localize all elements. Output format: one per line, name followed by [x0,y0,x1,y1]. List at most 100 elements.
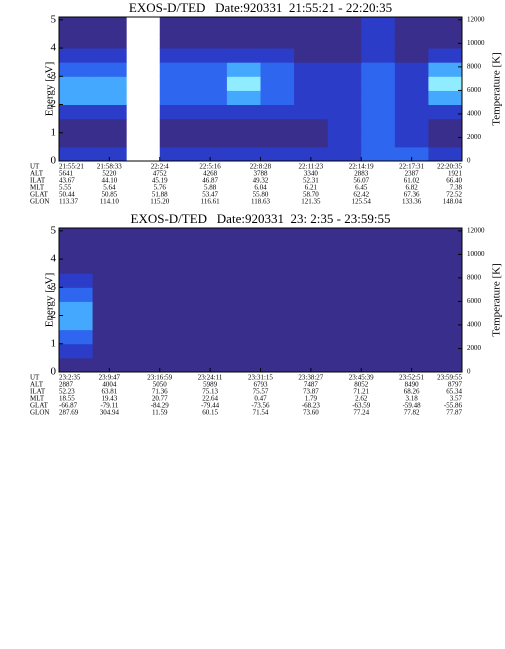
heatmap-cell [260,329,295,345]
heatmap-cell [361,48,396,63]
heatmap-cell [260,343,295,359]
heatmap-cell [92,357,127,373]
heatmap-cell [327,104,362,120]
heatmap-cell [260,146,295,162]
heatmap-cell [193,48,228,63]
heatmap-cell [294,301,329,317]
heatmap-cell [159,33,194,49]
y2-tick-label: 10000 [467,39,485,47]
table-cell: 61.02 [404,177,420,185]
heatmap-cell [327,315,362,331]
y2-tick-label: 0 [467,157,471,165]
heatmap-cell [193,76,228,91]
table-cell: 4004 [102,381,117,389]
table-cell: 55.80 [253,191,269,199]
heatmap-cell [361,76,396,91]
table-cell: 3340 [304,170,319,178]
table-cell: 6.82 [406,184,419,192]
table-cell: 75.57 [253,388,269,396]
heatmap-cell [428,228,463,246]
heatmap-cell [260,17,295,35]
heatmap-cell [327,357,362,373]
heatmap-cell [92,343,127,359]
table-cell: 304.94 [100,409,120,417]
table-cell: 46.87 [202,177,218,185]
heatmap-cell [361,301,396,317]
heatmap-cell [92,259,127,274]
heatmap-cell [193,104,228,120]
y2-tick-label: 2000 [467,133,482,141]
table-cell: 71.21 [353,388,369,396]
table-cell: 7487 [304,381,319,389]
heatmap-cell [159,146,194,162]
table-cell: 0.47 [254,395,267,403]
heatmap-cell [92,90,127,106]
table-cell: 65.34 [446,388,462,396]
heatmap-cell [394,228,429,246]
table-cell: 23:16:59 [147,374,172,382]
heatmap-cell [159,90,194,106]
y2-tick-label: 8000 [467,273,482,281]
heatmap-cell [327,273,362,288]
table-cell: -79.44 [201,402,220,410]
table-cell: 121.35 [301,198,321,206]
table-cell: 7.38 [450,184,463,192]
heatmap-cell [260,132,295,148]
heatmap-cell [327,343,362,359]
y2-tick-label: 4000 [467,321,482,329]
heatmap-cell [294,357,329,373]
table-cell: 52.23 [59,388,75,396]
table-cell: 68.26 [404,388,420,396]
table-cell: 50.44 [59,191,75,199]
heatmap-cell [226,62,261,77]
table-row-label: ALT [30,381,44,389]
heatmap-cell [361,329,396,345]
table-cell: 5989 [203,381,218,389]
heatmap-cell [126,244,161,260]
heatmap-cell [92,118,127,134]
table-cell: 5.55 [59,184,72,192]
heatmap-cell [428,33,463,49]
heatmap-cell [327,301,362,317]
table-cell: 1.79 [305,395,318,403]
heatmap-cell [294,104,329,120]
heatmap-cell [159,329,194,345]
heatmap-cell [193,357,228,373]
heatmap-cell [327,132,362,148]
heatmap-cell [226,76,261,91]
table-cell: 2887 [59,381,74,389]
heatmap-cell [428,343,463,359]
heatmap-cell [92,146,127,162]
table-cell: 1921 [448,170,463,178]
table-cell: -84.29 [151,402,170,410]
table-cell: -73.56 [251,402,270,410]
heatmap-cell [294,17,329,35]
heatmap-cell [226,33,261,49]
heatmap-cell [428,301,463,317]
y-tick-label: 0 [51,155,57,167]
table-cell: 23:38:27 [298,374,323,382]
heatmap-cell [294,146,329,162]
heatmap-cell [92,132,127,148]
heatmap-cell [126,301,161,317]
heatmap-cell [226,118,261,134]
table-cell: 8490 [405,381,420,389]
table-row-label: MLT [30,184,45,192]
heatmap-cell [59,228,94,246]
heatmap-cell [159,118,194,134]
chart-title: EXOS-D/TED Date:920331 21:55:21 - 22:20:… [129,0,392,15]
heatmap-cell [394,76,429,91]
heatmap-cell [59,357,94,373]
heatmap-cell [92,315,127,331]
table-cell: 8797 [448,381,463,389]
table-cell: 50.85 [102,191,118,199]
heatmap-cell [361,259,396,274]
table-cell: 73.60 [303,409,319,417]
heatmap-cell [361,17,396,35]
heatmap-cell [126,329,161,345]
heatmap-cell [59,62,94,77]
heatmap-cell [260,315,295,331]
table-cell: 22:14:19 [349,163,374,171]
table-cell: 6793 [254,381,269,389]
